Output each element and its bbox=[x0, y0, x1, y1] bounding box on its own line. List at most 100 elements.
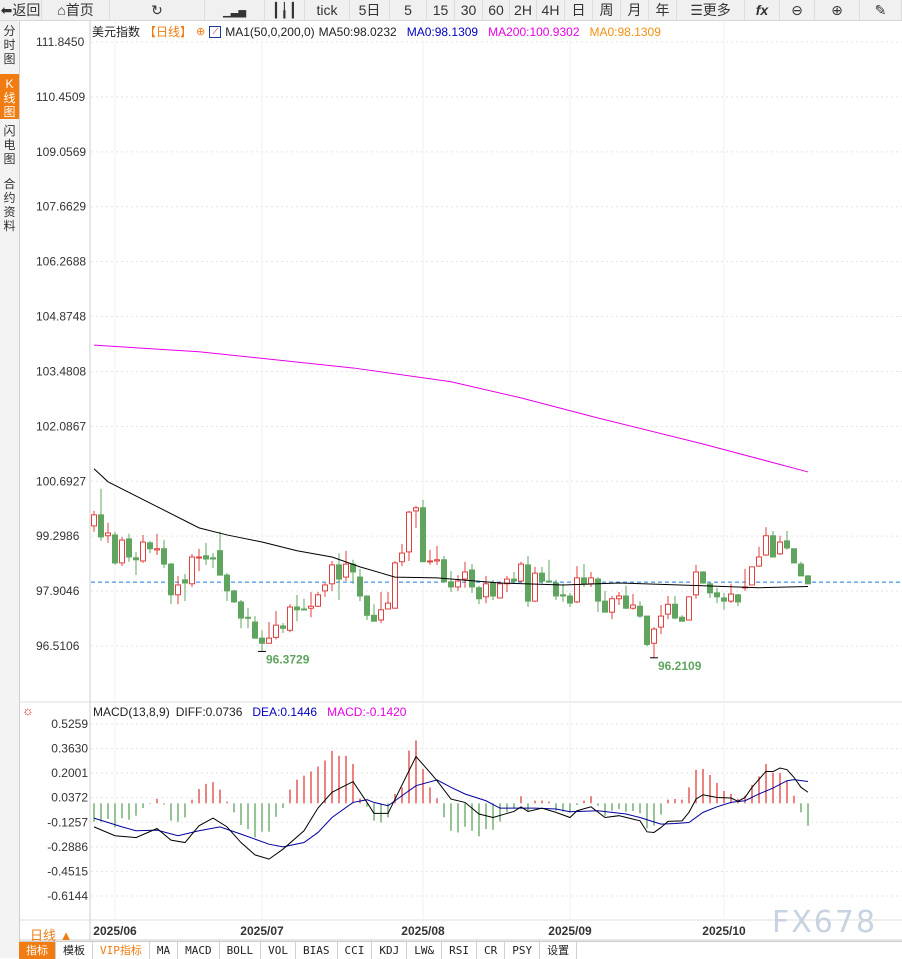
candle-body bbox=[91, 514, 97, 527]
sidebar-tab-0[interactable]: 分时图 bbox=[3, 24, 16, 66]
candle bbox=[329, 560, 335, 591]
sidebar-tab-2[interactable]: 闪电图 bbox=[3, 124, 16, 166]
candle bbox=[287, 604, 293, 633]
ma0-orange-value: MA0:98.1309 bbox=[589, 24, 661, 39]
candle bbox=[266, 621, 272, 644]
candle-body bbox=[721, 597, 727, 602]
candle-body bbox=[280, 625, 286, 629]
ma-indicator-label[interactable]: MA1(50,0,200,0) bbox=[225, 24, 315, 39]
candle-body bbox=[511, 578, 517, 582]
low-price-label: 96.2109 bbox=[658, 659, 702, 673]
toolbar-button-月[interactable]: 月 bbox=[621, 0, 649, 20]
toolbar-button-candlestick[interactable]: ┃╽┃ bbox=[265, 0, 305, 20]
toolbar-button-60[interactable]: 60 bbox=[483, 0, 510, 20]
candle-body bbox=[126, 538, 132, 558]
indicator-tab-lw&[interactable]: LW& bbox=[407, 942, 443, 959]
indicator-settings-icon[interactable]: ⟋ bbox=[209, 25, 222, 38]
candle-body bbox=[497, 583, 503, 599]
candle bbox=[770, 531, 776, 558]
candle-body bbox=[602, 600, 608, 613]
indicator-tab-kdj[interactable]: KDJ bbox=[372, 942, 408, 959]
zoom-out-icon: ⊖ bbox=[791, 2, 803, 18]
candle bbox=[721, 592, 727, 610]
sidebar-tab-1[interactable]: K线图 bbox=[0, 74, 19, 119]
toolbar-button-zoom-in[interactable]: ⊕ bbox=[815, 0, 860, 20]
toolbar-label: 首页 bbox=[65, 2, 94, 18]
toolbar-button-更多[interactable]: ☰更多 bbox=[677, 0, 745, 20]
toolbar-button-line-chart[interactable]: ▁▃▅ bbox=[205, 0, 265, 20]
indicator-tab-vip指标[interactable]: VIP指标 bbox=[93, 942, 150, 959]
toolbar-button-5[interactable]: 5 bbox=[390, 0, 427, 20]
indicator-tab-模板[interactable]: 模板 bbox=[56, 942, 93, 959]
toolbar-button-zoom-out[interactable]: ⊖ bbox=[780, 0, 815, 20]
candle-body bbox=[504, 578, 510, 585]
indicator-tab-cci[interactable]: CCI bbox=[338, 942, 373, 959]
candle-body bbox=[574, 577, 580, 603]
toolbar-button-年[interactable]: 年 bbox=[649, 0, 677, 20]
candle bbox=[462, 561, 468, 588]
candle-body bbox=[399, 552, 405, 563]
toolbar-button-返回[interactable]: ⬅返回 bbox=[0, 0, 42, 20]
candle-body bbox=[105, 532, 111, 537]
candle bbox=[238, 599, 244, 629]
toolbar-button-首页[interactable]: ⌂首页 bbox=[42, 0, 110, 20]
macd-settings-icon[interactable]: ☼ bbox=[22, 703, 34, 718]
macd-tick-label: 0.0372 bbox=[51, 791, 88, 805]
candle-body bbox=[238, 601, 244, 619]
indicator-tab-bias[interactable]: BIAS bbox=[296, 942, 338, 959]
indicator-tab-rsi[interactable]: RSI bbox=[442, 942, 477, 959]
toolbar-label: 30 bbox=[460, 2, 477, 18]
candle-body bbox=[483, 583, 489, 598]
candle-body bbox=[224, 574, 230, 592]
indicator-tab-boll[interactable]: BOLL bbox=[220, 942, 262, 959]
candle bbox=[427, 549, 433, 565]
toolbar-button-2H[interactable]: 2H bbox=[510, 0, 537, 20]
period-selector[interactable]: 日线 ▲ bbox=[30, 928, 73, 943]
ma200-line bbox=[93, 344, 809, 473]
toolbar-button-5日[interactable]: 5日 bbox=[350, 0, 390, 20]
sidebar-tab-3[interactable]: 合约资料 bbox=[3, 177, 16, 233]
candle bbox=[455, 575, 461, 591]
toolbar-label: 60 bbox=[488, 2, 504, 18]
toolbar-button-周[interactable]: 周 bbox=[593, 0, 621, 20]
indicator-tab-设置[interactable]: 设置 bbox=[540, 942, 578, 959]
indicator-tab-macd[interactable]: MACD bbox=[178, 942, 220, 959]
toolbar-button-fx[interactable]: fx bbox=[745, 0, 780, 20]
indicator-tab-psy[interactable]: PSY bbox=[505, 942, 541, 959]
candle bbox=[735, 594, 741, 607]
toolbar-button-refresh[interactable]: ↻ bbox=[110, 0, 205, 20]
toolbar-label: 5 bbox=[404, 2, 412, 18]
candle-body bbox=[707, 583, 713, 594]
candle bbox=[448, 571, 454, 593]
indicator-tab-ma[interactable]: MA bbox=[150, 942, 179, 959]
low-price-label: 96.3729 bbox=[266, 652, 310, 666]
candlestick-icon: ┃╽┃ bbox=[271, 2, 298, 18]
candle bbox=[308, 592, 314, 618]
macd-value: MACD:-0.1420 bbox=[327, 705, 407, 719]
toolbar-label: 返回 bbox=[12, 2, 41, 18]
macd-title[interactable]: MACD(13,8,9) bbox=[93, 705, 170, 719]
toolbar-button-30[interactable]: 30 bbox=[455, 0, 483, 20]
candle bbox=[609, 596, 615, 620]
line-chart-icon: ▁▃▅ bbox=[222, 7, 247, 18]
candle-body bbox=[273, 624, 279, 638]
candle bbox=[385, 592, 391, 610]
indicator-tab-指标[interactable]: 指标 bbox=[19, 942, 56, 959]
candle bbox=[700, 571, 706, 584]
candle-body bbox=[560, 594, 566, 597]
candle bbox=[672, 596, 678, 620]
add-indicator-icon[interactable]: ⊕ bbox=[196, 26, 206, 38]
candle-body bbox=[196, 556, 202, 559]
toolbar-button-tick[interactable]: tick bbox=[305, 0, 350, 20]
toolbar-button-4H[interactable]: 4H bbox=[537, 0, 565, 20]
candle bbox=[217, 531, 223, 576]
candle bbox=[588, 571, 594, 587]
toolbar-button-15[interactable]: 15 bbox=[427, 0, 455, 20]
indicator-tab-cr[interactable]: CR bbox=[477, 942, 506, 959]
macd-tick-label: 0.2001 bbox=[51, 766, 88, 780]
candle bbox=[630, 594, 636, 610]
indicator-tab-vol[interactable]: VOL bbox=[261, 942, 296, 959]
toolbar-button-日[interactable]: 日 bbox=[565, 0, 593, 20]
chart-legend: 美元指数 【日线】 ⊕ ⟋ MA1(50,0,200,0) MA50:98.02… bbox=[92, 23, 661, 40]
price-tick-label: 110.4509 bbox=[36, 90, 85, 104]
